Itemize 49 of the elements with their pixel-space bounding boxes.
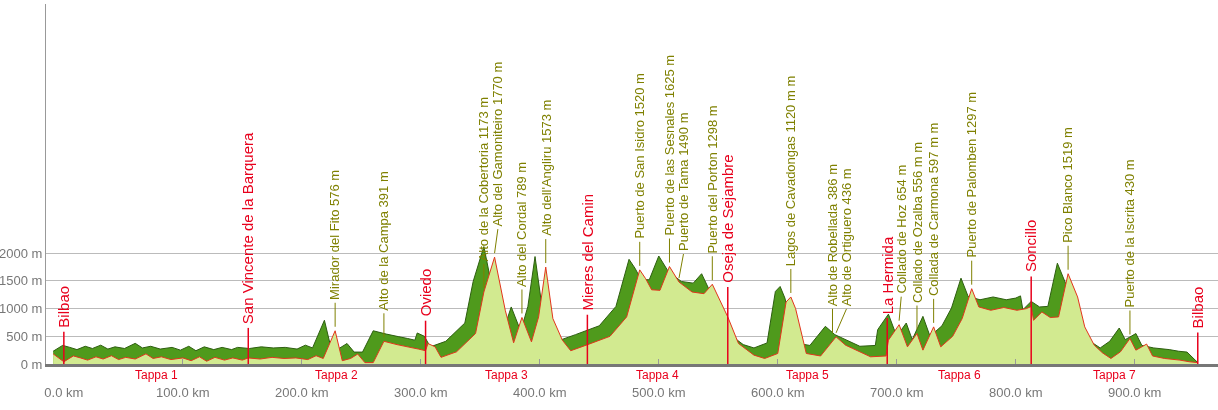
text: Tappa 7 [1093,368,1137,382]
y-tick-label: 500 m [6,328,43,344]
text: Tappa 1 [135,368,179,382]
y-tick-label: 0 m [20,356,43,372]
ref-line-label: Oviedo [416,268,434,317]
annotation: Collado de Hoz 654 m [894,164,910,294]
ref-line-label: Soncillo [1022,219,1040,273]
annotation: Lagos de Cavadongas 1120 m m [783,75,799,267]
annotation: Alto de la Campa 391 m [376,171,392,311]
annotation: Collada de Carmona 597 m m [926,122,942,297]
annotation: Puerto de San Isidro 1520 m [631,73,647,239]
annotation: Alto de la Cobertoria 1173 m [476,96,492,262]
text: Tappa 4 [636,368,680,382]
ref-line-label: Mieres del Camin [579,193,597,311]
text: Tappa 2 [315,368,359,382]
y-tick-label: 1000 m [0,301,43,317]
annotation: Puerto del Porton 1298 m [705,105,721,254]
ref-line-label: San Vincente de la Barquera [239,131,257,325]
annotation: Mirador del Fito 576 m [327,169,343,300]
annotation: Puerto de Tama 1490 m [675,112,691,252]
x-tick-label: 400.0 km [513,384,567,400]
ref-line-label: La Hermida [879,236,897,315]
x-tick-label: 0.0 km [44,384,84,400]
annotation: Puerto de la Iscrita 430 m [1122,159,1138,308]
x-tick-label: 600.0 km [751,384,805,400]
annotation: Puerto de Palomben 1297 m [964,91,980,258]
annotation: Pico Blanco 1519 m [1060,127,1076,243]
text: Tappa 3 [485,368,529,382]
text: Tappa 6 [938,368,982,382]
x-tick-label: 300.0 km [394,384,448,400]
annotation: Collado de Ozalba 556 m m [909,141,925,304]
x-tick-label: 100.0 km [156,384,210,400]
y-tick-label: 2000 m [0,245,43,261]
annotation: Alto de Ortiguero 436 m [838,168,854,307]
x-tick-label: 200.0 km [275,384,329,400]
annotation: Puerto de las Sesnales 1625 m [662,54,678,236]
x-tick-label: 500.0 km [632,384,686,400]
ref-line-label: Bilbao [1189,286,1207,329]
x-tick-label: 800.0 km [988,384,1043,400]
ref-line-label: Bilbao [55,285,73,328]
annotation: Alto del Cordal 789 m [513,161,529,287]
x-tick-label: 700.0 km [870,384,924,400]
x-tick-label: 900.0 km [1107,384,1162,400]
ref-line-label: Oseja de Sejambre [718,154,736,283]
text: Tappa 5 [786,368,830,382]
annotation: Alto dell'Angliru 1573 m [538,99,554,236]
y-tick-label: 1500 m [0,273,43,289]
annotation: Alto del Gamoniteiro 1770 m [490,61,506,227]
annotation: Alto de Robellada 386 m [824,163,840,307]
